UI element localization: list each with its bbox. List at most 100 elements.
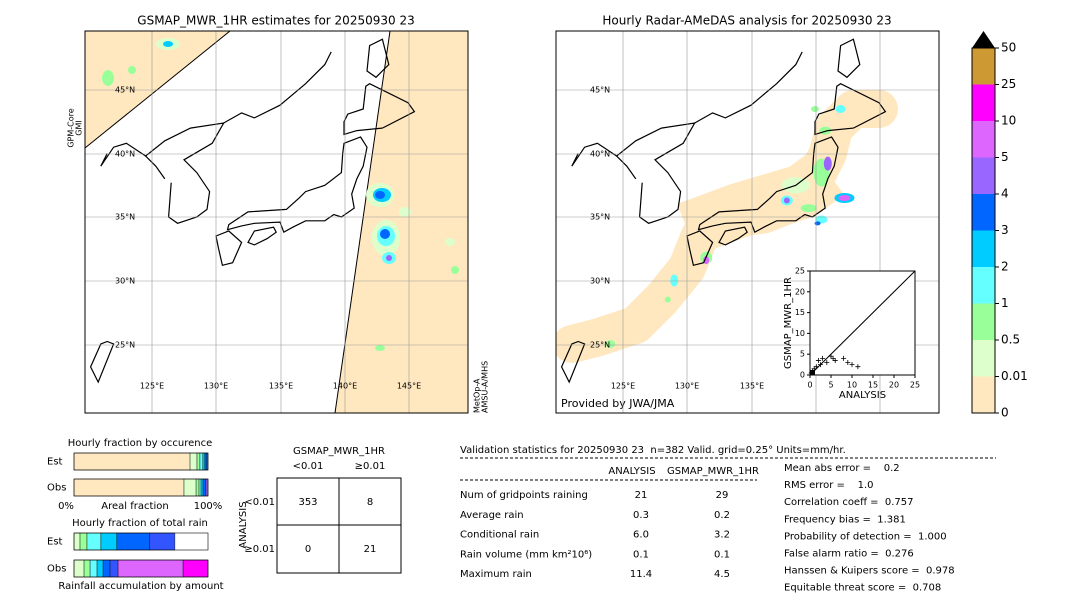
panel-title: Hourly fraction of total rain	[72, 518, 208, 529]
bar-segment	[183, 478, 197, 497]
col-label: <0.01	[293, 461, 324, 472]
score: Equitable threat score = 0.708	[784, 583, 941, 594]
coastline	[223, 51, 332, 124]
colorbar-label: 10	[1001, 114, 1016, 128]
bar-frame	[73, 478, 209, 497]
x-tick-label: 15	[868, 381, 878, 390]
coastline	[247, 226, 277, 246]
score: Hanssen & Kuipers score = 0.978	[784, 566, 955, 577]
bar-segment	[200, 478, 204, 497]
coastline	[343, 83, 416, 136]
column-header: ANALYSIS	[608, 466, 655, 477]
row-label: <0.01	[244, 497, 275, 508]
score: Correlation coeff = 0.757	[784, 497, 914, 508]
lat-label: 40°N	[590, 150, 610, 159]
sensor-label: GMI	[75, 120, 84, 135]
colorbar-label: 1	[1001, 296, 1009, 310]
coastline	[697, 136, 839, 234]
colorbar-extend	[972, 31, 995, 48]
coastline	[100, 142, 146, 167]
map-frame	[84, 30, 469, 414]
lat-label: 30°N	[115, 277, 135, 286]
left-map-title: GSMAP_MWR_1HR estimates for 20250930 23	[137, 14, 414, 28]
bar-segment	[96, 559, 104, 578]
stat-value: 0.2	[714, 510, 730, 521]
lon-label: 140°E	[333, 382, 357, 391]
table-cell: 21	[364, 544, 377, 555]
x-tick-label: 10	[847, 381, 857, 390]
coastline	[686, 230, 714, 267]
colorbar-label: 0.5	[1001, 333, 1020, 347]
colorbar-segment	[972, 84, 995, 121]
x-axis-label: Areal fraction	[101, 501, 168, 512]
stat-value: 0.3	[633, 510, 649, 521]
y-tick-label: 25	[795, 267, 805, 276]
bar-segment	[73, 532, 81, 551]
lon-label: 135°E	[740, 382, 764, 391]
coastline	[694, 51, 803, 124]
lon-label: 130°E	[204, 382, 228, 391]
colorbar-segment	[972, 194, 995, 231]
bar-segment	[202, 452, 206, 471]
colorbar-label: 0.01	[1001, 369, 1028, 383]
colorbar-segment	[972, 340, 995, 377]
lat-label: 30°N	[590, 277, 610, 286]
rain-area	[102, 70, 114, 86]
point	[824, 360, 830, 366]
bar-segment	[196, 452, 201, 471]
table-cell: 0	[305, 544, 311, 555]
coastline	[837, 38, 861, 79]
x-tick-label: 20	[889, 381, 899, 390]
lat-label: 35°N	[590, 213, 610, 222]
rain-area	[399, 207, 411, 217]
map-layer	[556, 31, 939, 413]
coastline	[560, 340, 586, 384]
bar-segment	[199, 452, 204, 471]
lat-label: 35°N	[115, 213, 135, 222]
coastline	[226, 136, 368, 234]
rain-area	[375, 191, 385, 199]
stat-label: Num of gridpoints raining	[460, 490, 588, 501]
bar-segment	[189, 452, 198, 471]
rain-area	[703, 256, 710, 265]
score: Mean abs error = 0.2	[784, 463, 900, 474]
rain-area	[677, 150, 845, 256]
bar-frame	[73, 532, 209, 551]
rain-area	[811, 106, 819, 113]
x-axis-label: ANALYSIS	[839, 390, 886, 401]
point	[820, 355, 826, 361]
rain-area	[835, 105, 846, 114]
colorbar-label: 5	[1001, 150, 1009, 164]
rain-area	[380, 229, 390, 239]
lat-label: 45°N	[590, 86, 610, 95]
rain-area	[670, 274, 679, 287]
coastline	[144, 122, 225, 224]
bar-frame	[73, 559, 209, 578]
bar-segment	[198, 478, 202, 497]
point	[841, 355, 847, 361]
lon-label: 125°E	[140, 382, 164, 391]
bar-segment	[205, 478, 209, 497]
stat-value: 21	[635, 490, 648, 501]
sensor-label: AMSU-A/MHS	[481, 361, 490, 413]
panel-title: Hourly fraction by occurence	[68, 438, 212, 449]
coastline	[571, 142, 617, 167]
swath	[85, 31, 231, 149]
stat-label: Rain volume (mm km²10⁶)	[460, 549, 592, 560]
y-tick-label: 20	[795, 287, 805, 296]
colorbar-label: 3	[1001, 223, 1009, 237]
colorbar-segment	[972, 303, 995, 340]
colorbar-segment	[972, 121, 995, 158]
bar-segment	[83, 559, 91, 578]
x-tick-label: 0	[807, 381, 812, 390]
y-tick-label: 0	[800, 371, 805, 380]
rain-area	[128, 66, 136, 74]
table-cell: 8	[367, 497, 373, 508]
lon-label: 130°E	[675, 382, 699, 391]
point	[849, 362, 855, 368]
map: 45°N 40°N 35°N 30°N 25°N 125°E 130°E 135°E	[555, 30, 940, 414]
colorbar-label: 50	[1001, 41, 1016, 55]
row-label: ≥0.01	[244, 544, 275, 555]
rain-area	[814, 221, 821, 226]
